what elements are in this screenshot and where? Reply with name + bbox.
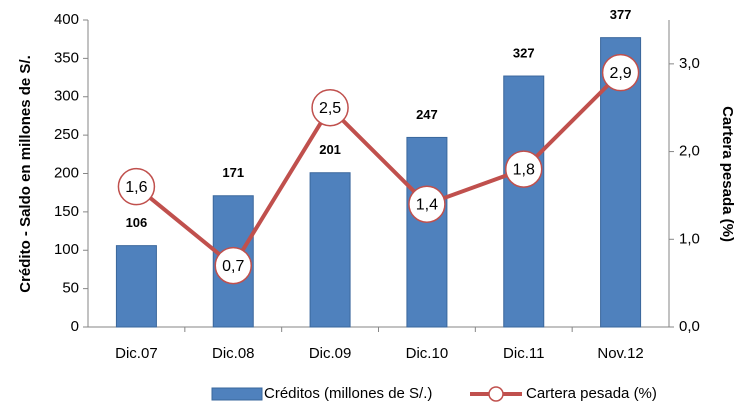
line (135, 71, 622, 269)
y-axis-title: Crédito - Saldo en millones de S/. (17, 55, 34, 293)
legend-swatch (211, 387, 263, 401)
line-label: 2,9 (609, 65, 631, 82)
y2-tick-label: 0,0 (679, 318, 700, 335)
line-label: 1,6 (125, 179, 147, 196)
y-tick-label: 50 (62, 280, 79, 297)
bar-label: 171 (222, 165, 244, 180)
y-tick-label: 100 (54, 241, 79, 258)
bar-label: 327 (513, 45, 535, 60)
legend-label: Créditos (millones de S/.) (264, 385, 432, 402)
y-tick-label: 300 (54, 88, 79, 105)
x-tick-label: Dic.10 (406, 345, 449, 362)
bar (503, 75, 545, 328)
y-tick-label: 350 (54, 49, 79, 66)
bar-label: 106 (126, 215, 148, 230)
y-tick-label: 0 (71, 318, 79, 335)
bar-label: 377 (610, 7, 632, 22)
x-tick-label: Dic.08 (212, 345, 255, 362)
x-tick-label: Dic.11 (503, 345, 544, 362)
line-marker (311, 88, 349, 127)
line-marker (505, 150, 543, 188)
y-tick-label: 150 (54, 203, 79, 220)
bar-label: 247 (416, 107, 438, 122)
bar (115, 245, 157, 328)
line-marker (601, 53, 640, 92)
line-marker (117, 167, 156, 206)
bar (309, 172, 351, 328)
line-label: 0,7 (222, 258, 244, 275)
bar-label: 201 (319, 142, 341, 157)
line-marker (214, 246, 252, 285)
x-tick-label: Dic.09 (309, 345, 352, 362)
x-tick-label: Dic.07 (115, 345, 158, 362)
y-tick-label: 400 (54, 11, 79, 28)
line-marker (408, 185, 446, 223)
y-tick-label: 200 (54, 164, 79, 181)
bar (406, 136, 448, 328)
line-label: 2,5 (319, 100, 341, 117)
x-tick-label: Nov.12 (597, 345, 643, 362)
line-label: 1,8 (513, 161, 535, 178)
line-label: 1,4 (416, 196, 438, 213)
y2-tick-label: 1,0 (679, 230, 700, 247)
legend-label: Cartera pesada (%) (526, 385, 657, 402)
y2-axis-title: Cartera pesada (%) (719, 106, 736, 242)
y-tick-label: 250 (54, 126, 79, 143)
y2-tick-label: 3,0 (679, 55, 700, 72)
legend-marker (488, 386, 504, 402)
y2-tick-label: 2,0 (679, 143, 700, 160)
